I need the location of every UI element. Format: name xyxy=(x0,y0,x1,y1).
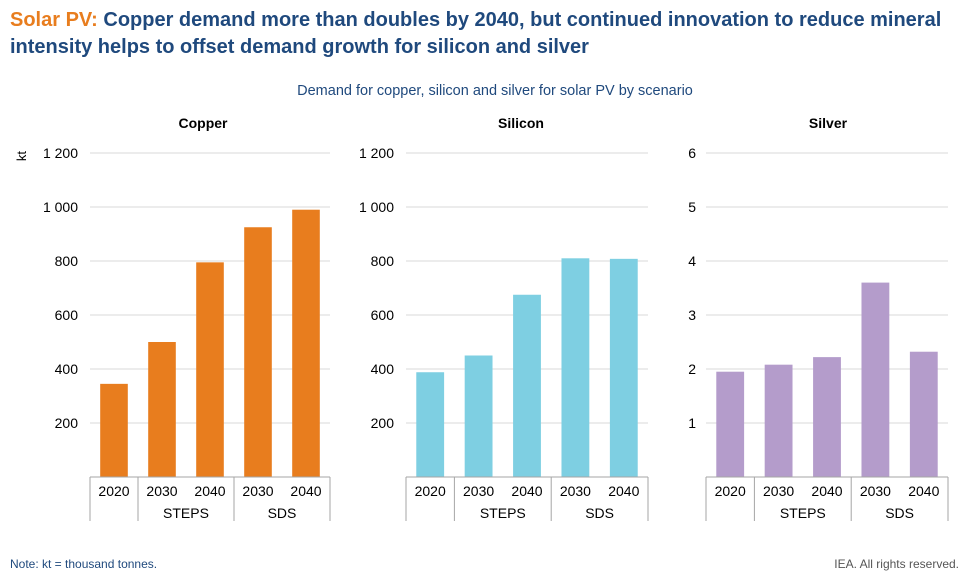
silicon-chart-title: Silicon xyxy=(498,115,544,131)
copper-x-tick-label: 2040 xyxy=(194,483,225,499)
copper-y-tick-label: 1 000 xyxy=(43,199,78,215)
silicon-bar xyxy=(609,258,638,477)
silicon-bar xyxy=(513,294,541,477)
silicon-y-tick-label: 800 xyxy=(371,253,395,269)
title-text: Copper demand more than doubles by 2040,… xyxy=(10,9,942,58)
silver-y-tick-label: 4 xyxy=(688,253,696,269)
silicon-group-label: STEPS xyxy=(480,505,526,521)
copper-x-tick-label: 2040 xyxy=(290,483,321,499)
copper-x-tick-label: 2030 xyxy=(146,483,177,499)
silver-y-tick-label: 6 xyxy=(688,145,696,161)
copper-y-tick-label: 600 xyxy=(55,307,79,323)
silicon-bar xyxy=(561,258,590,477)
copper-y-tick-label: 200 xyxy=(55,415,79,431)
copper-y-tick-label: 1 200 xyxy=(43,145,78,161)
silicon-group-label: SDS xyxy=(585,505,614,521)
silver-bar xyxy=(813,357,841,477)
silicon-bar xyxy=(416,372,445,477)
chart-subtitle: Demand for copper, silicon and silver fo… xyxy=(297,83,693,99)
silver-bar xyxy=(861,282,890,477)
credit-text: IEA. All rights reserved. xyxy=(834,557,959,571)
silicon-x-tick-label: 2040 xyxy=(608,483,639,499)
silicon-x-tick-label: 2030 xyxy=(560,483,591,499)
copper-bar xyxy=(244,227,272,477)
silicon-x-tick-label: 2040 xyxy=(511,483,542,499)
silver-bar xyxy=(716,371,745,477)
silicon-x-tick-label: 2020 xyxy=(415,483,446,499)
silver-x-tick-label: 2040 xyxy=(908,483,939,499)
copper-bar xyxy=(100,383,128,477)
copper-y-tick-label: 400 xyxy=(55,361,79,377)
silicon-y-tick-label: 600 xyxy=(371,307,395,323)
silver-x-tick-label: 2030 xyxy=(860,483,891,499)
page-title: Solar PV: Copper demand more than double… xyxy=(10,7,955,61)
silicon-bar xyxy=(464,355,493,477)
silicon-y-tick-label: 200 xyxy=(371,415,395,431)
silver-y-tick-label: 1 xyxy=(688,415,696,431)
silver-chart-title: Silver xyxy=(809,115,848,131)
silver-x-tick-label: 2020 xyxy=(715,483,746,499)
silver-bar xyxy=(764,364,793,477)
copper-x-tick-label: 2030 xyxy=(242,483,273,499)
silver-group-label: SDS xyxy=(885,505,914,521)
silver-y-tick-label: 5 xyxy=(688,199,696,215)
silicon-x-tick-label: 2030 xyxy=(463,483,494,499)
silicon-y-tick-label: 1 200 xyxy=(359,145,394,161)
silver-x-tick-label: 2040 xyxy=(811,483,842,499)
copper-y-tick-label: 800 xyxy=(55,253,79,269)
copper-group-label: SDS xyxy=(268,505,297,521)
copper-y-axis-label: kt xyxy=(14,151,29,162)
silver-bar xyxy=(909,351,938,477)
silver-y-tick-label: 3 xyxy=(688,307,696,323)
title-lead: Solar PV: xyxy=(10,9,98,31)
copper-chart-title: Copper xyxy=(179,115,229,131)
silver-x-tick-label: 2030 xyxy=(763,483,794,499)
copper-group-label: STEPS xyxy=(163,505,209,521)
silver-y-tick-label: 2 xyxy=(688,361,696,377)
copper-bar xyxy=(196,262,224,477)
silver-group-label: STEPS xyxy=(780,505,826,521)
copper-x-tick-label: 2020 xyxy=(98,483,129,499)
copper-bar xyxy=(292,209,320,477)
silicon-y-tick-label: 1 000 xyxy=(359,199,394,215)
silicon-y-tick-label: 400 xyxy=(371,361,395,377)
copper-bar xyxy=(148,342,176,477)
footnote: Note: kt = thousand tonnes. xyxy=(10,557,158,571)
